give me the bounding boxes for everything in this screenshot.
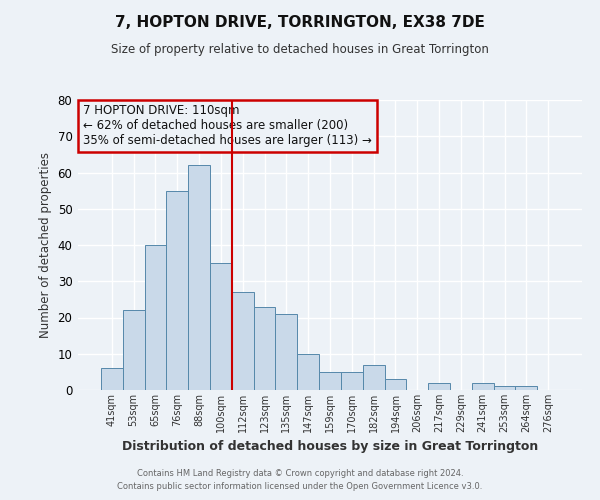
Bar — [494, 386, 515, 390]
Bar — [472, 383, 494, 390]
Bar — [297, 354, 319, 390]
Bar — [145, 245, 166, 390]
Text: Contains public sector information licensed under the Open Government Licence v3: Contains public sector information licen… — [118, 482, 482, 491]
Text: 7, HOPTON DRIVE, TORRINGTON, EX38 7DE: 7, HOPTON DRIVE, TORRINGTON, EX38 7DE — [115, 15, 485, 30]
Bar — [385, 379, 406, 390]
X-axis label: Distribution of detached houses by size in Great Torrington: Distribution of detached houses by size … — [122, 440, 538, 454]
Text: 7 HOPTON DRIVE: 110sqm
← 62% of detached houses are smaller (200)
35% of semi-de: 7 HOPTON DRIVE: 110sqm ← 62% of detached… — [83, 104, 372, 148]
Bar — [275, 314, 297, 390]
Bar — [428, 383, 450, 390]
Bar — [101, 368, 123, 390]
Bar — [210, 263, 232, 390]
Bar — [123, 310, 145, 390]
Text: Contains HM Land Registry data © Crown copyright and database right 2024.: Contains HM Land Registry data © Crown c… — [137, 468, 463, 477]
Bar — [232, 292, 254, 390]
Bar — [254, 306, 275, 390]
Bar — [363, 364, 385, 390]
Y-axis label: Number of detached properties: Number of detached properties — [39, 152, 52, 338]
Bar — [166, 190, 188, 390]
Bar — [319, 372, 341, 390]
Bar — [515, 386, 537, 390]
Text: Size of property relative to detached houses in Great Torrington: Size of property relative to detached ho… — [111, 42, 489, 56]
Bar — [341, 372, 363, 390]
Bar — [188, 165, 210, 390]
